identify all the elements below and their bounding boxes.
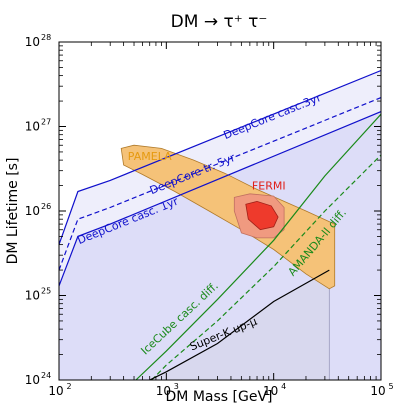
x-tick-exponent: 3 [174, 382, 179, 391]
series-super-k-up [149, 269, 330, 380]
y-tick-exponent: 28 [41, 33, 51, 42]
x-tick-exponent: 4 [281, 382, 286, 391]
y-tick-label: 10 [25, 204, 40, 218]
series-deepcore-casc-3yr [59, 69, 381, 245]
x-tick-label: 10 [156, 384, 171, 398]
y-tick-label: 10 [25, 373, 40, 387]
x-tick-exponent: 5 [388, 382, 393, 391]
y-tick-exponent: 24 [41, 371, 51, 380]
superk-fill [149, 270, 330, 380]
label-pamela: PAMELA [128, 150, 172, 163]
series-amanda-ii-diff [151, 154, 381, 380]
y-axis-label: DM Lifetime [s] [5, 158, 21, 265]
y-tick-exponent: 26 [41, 202, 51, 211]
series-icecube-casc-diff [135, 113, 381, 380]
chart-title: DM → τ⁺ τ⁻ [171, 12, 268, 32]
series-deepcore-tr-5yr [59, 97, 381, 271]
x-tick-label: 10 [48, 384, 63, 398]
shaded-regions [59, 70, 381, 380]
y-tick-label: 10 [25, 289, 40, 303]
fermi-region-inner [245, 200, 279, 231]
y-tick-label: 10 [25, 35, 40, 49]
pamela-region [120, 144, 336, 290]
x-tick-exponent: 2 [66, 382, 71, 391]
x-tick-label: 10 [370, 384, 385, 398]
x-tick-label: 10 [263, 384, 278, 398]
series-lines [59, 69, 381, 380]
y-tick-label: 10 [25, 120, 40, 134]
x-axis-label: DM Mass [GeV] [166, 389, 273, 405]
y-tick-exponent: 27 [41, 118, 51, 127]
label-fermi: FERMI [252, 179, 286, 192]
series-deepcore-casc-1yr [59, 111, 381, 287]
y-tick-exponent: 25 [41, 287, 51, 296]
